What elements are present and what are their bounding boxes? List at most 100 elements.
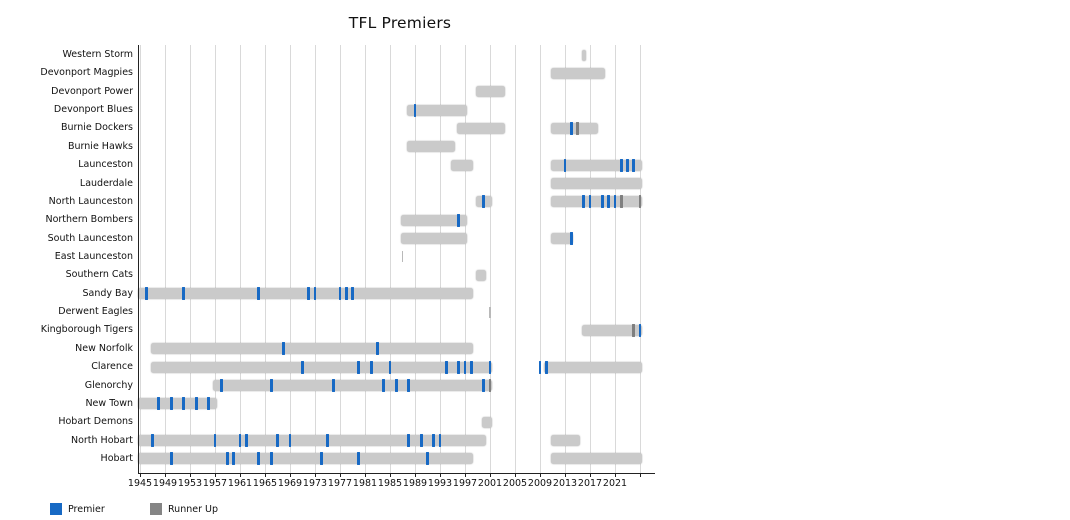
- premier-tick: [257, 452, 261, 466]
- team-label: North Hobart: [70, 434, 133, 446]
- x-tick-label: 1997: [452, 478, 478, 489]
- span-bar: [406, 141, 455, 153]
- runner-up-tick: [619, 195, 623, 209]
- premier-tick: [588, 195, 592, 209]
- premier-tick: [269, 379, 273, 393]
- x-tick-label: 2005: [502, 478, 528, 489]
- span-bar: [400, 214, 467, 226]
- span-bar: [550, 233, 574, 245]
- runner-up-tick: [488, 379, 492, 393]
- x-axis-tick: [315, 473, 317, 477]
- x-tick-label: 1953: [177, 478, 203, 489]
- x-tick-label: 2017: [577, 478, 603, 489]
- span-bar: [550, 67, 605, 79]
- runner-up-tick: [632, 323, 636, 337]
- premier-tick: [357, 360, 361, 374]
- x-axis-tick: [290, 473, 292, 477]
- span-bar: [150, 343, 474, 355]
- gridline: [490, 45, 491, 473]
- runner-up-tick: [576, 121, 579, 135]
- team-label: Lauderdale: [79, 177, 133, 189]
- x-axis-tick: [415, 473, 417, 477]
- x-tick-label: 2009: [527, 478, 553, 489]
- span-bar: [406, 104, 467, 116]
- premier-tick: [413, 103, 417, 117]
- x-axis-tick: [590, 473, 592, 477]
- premier-tick: [569, 232, 573, 246]
- premier-tick: [419, 434, 423, 448]
- x-axis-tick: [340, 473, 342, 477]
- premier-tick: [144, 287, 148, 301]
- span-bar: [456, 122, 505, 134]
- legend-premier-label: Premier: [68, 504, 105, 515]
- team-label: Hobart Demons: [58, 416, 133, 428]
- thin-span-mark: [401, 251, 404, 263]
- premier-tick: [482, 379, 486, 393]
- premier-tick: [194, 397, 198, 411]
- thin-span-mark: [489, 306, 491, 318]
- x-tick-label: 2013: [552, 478, 578, 489]
- premier-tick: [601, 195, 604, 209]
- premier-tick: [463, 360, 467, 374]
- x-axis-tick: [640, 473, 642, 477]
- premier-tick: [169, 397, 173, 411]
- x-tick-label: 1981: [352, 478, 378, 489]
- span-bar: [550, 435, 580, 447]
- x-tick-label: 1985: [377, 478, 403, 489]
- x-tick-label: 1969: [277, 478, 303, 489]
- gridline: [465, 45, 466, 473]
- gridline: [365, 45, 366, 473]
- gridline: [140, 45, 141, 473]
- premier-tick: [482, 195, 486, 209]
- gridline: [440, 45, 441, 473]
- premier-tick: [332, 379, 336, 393]
- x-tick-label: 1945: [127, 478, 153, 489]
- premier-tick: [157, 397, 161, 411]
- x-axis-tick: [190, 473, 192, 477]
- team-label: North Launceston: [48, 195, 133, 207]
- premier-tick: [169, 452, 173, 466]
- x-axis-tick: [565, 473, 567, 477]
- premier-tick: [301, 360, 304, 374]
- x-axis-tick: [465, 473, 467, 477]
- premier-tick: [369, 360, 373, 374]
- x-axis-tick: [140, 473, 142, 477]
- span-bar: [581, 49, 586, 61]
- gridline: [265, 45, 266, 473]
- span-bar: [475, 86, 505, 98]
- team-label: Devonport Power: [51, 85, 133, 97]
- span-bar: [213, 380, 492, 392]
- premier-tick: [613, 195, 617, 209]
- span-bar: [138, 288, 474, 300]
- x-axis-tick: [440, 473, 442, 477]
- span-bar: [544, 361, 642, 373]
- x-axis-tick: [540, 473, 542, 477]
- premier-tick: [244, 434, 248, 448]
- x-axis-tick: [365, 473, 367, 477]
- premier-tick: [313, 287, 317, 301]
- x-tick-label: 1989: [402, 478, 428, 489]
- premier-tick: [257, 287, 261, 301]
- team-label: Glenorchy: [84, 379, 133, 391]
- team-label: Devonport Blues: [53, 104, 133, 116]
- x-tick-label: 1973: [302, 478, 328, 489]
- premier-tick: [376, 342, 379, 356]
- premier-tick: [407, 434, 411, 448]
- premier-tick: [182, 287, 186, 301]
- legend-premier-swatch: [50, 503, 62, 515]
- gridline: [290, 45, 291, 473]
- x-axis-tick: [490, 473, 492, 477]
- span-bar: [550, 196, 642, 208]
- x-axis-tick: [515, 473, 517, 477]
- gridline: [340, 45, 341, 473]
- runner-up-tick: [638, 195, 642, 209]
- premier-tick: [388, 360, 392, 374]
- premier-tick: [457, 360, 461, 374]
- premier-tick: [207, 397, 211, 411]
- premier-tick: [569, 121, 573, 135]
- span-bar: [481, 416, 492, 428]
- x-axis-tick: [265, 473, 267, 477]
- span-bar: [138, 453, 474, 465]
- premier-tick: [582, 195, 586, 209]
